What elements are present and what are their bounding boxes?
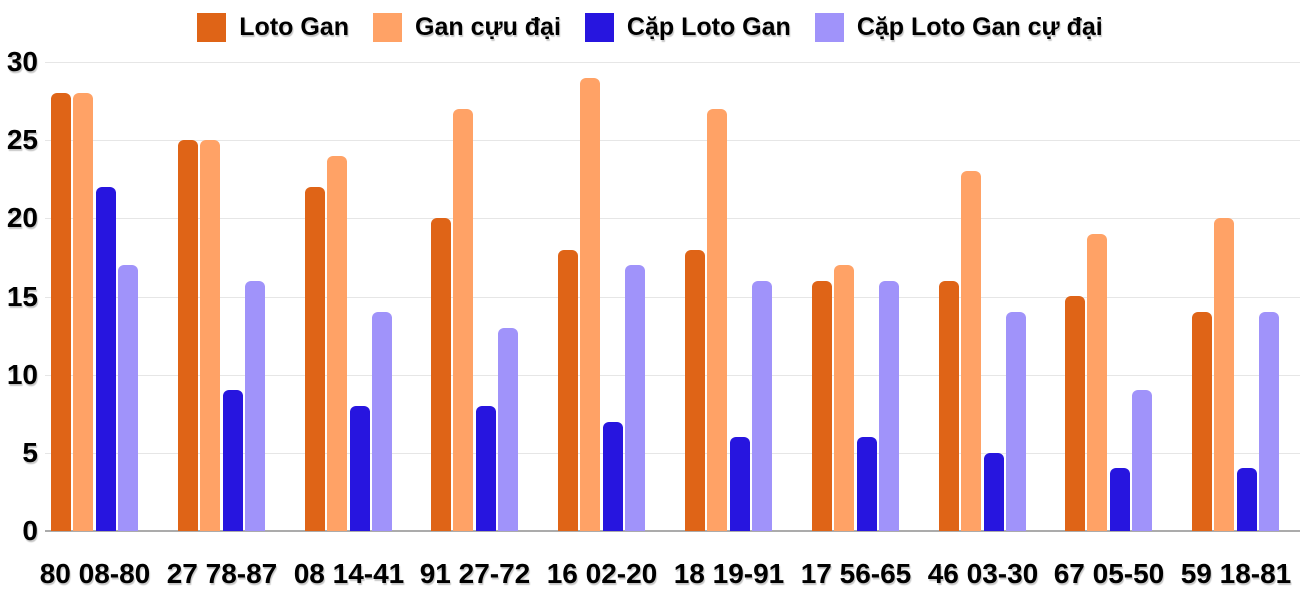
- legend-swatch-icon: [197, 12, 227, 42]
- bar-c-p-loto-gan-group-5[interactable]: [730, 437, 750, 531]
- bar-loto-gan-group-7[interactable]: [939, 281, 959, 531]
- y-tick-label: 5: [22, 436, 38, 468]
- legend-item-series-1[interactable]: Gan cựu đại: [373, 12, 561, 42]
- bar-c-p-loto-gan-c-i-group-7[interactable]: [1006, 312, 1026, 531]
- bar-c-p-loto-gan-c-i-group-0[interactable]: [118, 265, 138, 531]
- bar-c-p-loto-gan-group-0[interactable]: [96, 187, 116, 531]
- bar-gan-c-u-i-group-1[interactable]: [200, 140, 220, 531]
- gridline: [45, 374, 1300, 376]
- legend-item-series-2[interactable]: Cặp Loto Gan: [584, 12, 791, 42]
- bar-gan-c-u-i-group-0[interactable]: [73, 93, 93, 531]
- x-axis: 80 08-80 27 78-87 08 14-41 91 27-72 16 02-20…: [0, 558, 1300, 600]
- bar-gan-c-u-i-group-2[interactable]: [327, 156, 347, 531]
- x-tick-label: 17 56-65: [800, 558, 912, 589]
- y-tick-label: 30: [6, 46, 38, 77]
- bar-loto-gan-group-0[interactable]: [51, 93, 71, 531]
- bar-c-p-loto-gan-group-9[interactable]: [1237, 468, 1257, 531]
- bar-c-p-loto-gan-c-i-group-8[interactable]: [1132, 390, 1152, 531]
- y-tick-label: 0: [22, 515, 38, 547]
- bar-gan-c-u-i-group-5[interactable]: [707, 109, 727, 531]
- bar-gan-c-u-i-group-4[interactable]: [580, 78, 600, 531]
- x-tick-label: 18 19-91: [673, 558, 785, 589]
- gridline: [45, 296, 1300, 298]
- legend-item-series-3[interactable]: Cặp Loto Gan cự đại: [814, 12, 1103, 42]
- bar-loto-gan-group-8[interactable]: [1065, 296, 1085, 531]
- x-tick-label: 67 05-50: [1053, 558, 1165, 589]
- gridline: [45, 62, 1300, 63]
- bar-gan-c-u-i-group-6[interactable]: [834, 265, 854, 531]
- bar-c-p-loto-gan-group-3[interactable]: [476, 406, 496, 531]
- y-axis: 30 25 20 15 10 5 0: [0, 0, 38, 600]
- x-axis-baseline: [45, 530, 1300, 532]
- y-tick-label: 15: [6, 280, 38, 312]
- legend-label: Loto Gan: [239, 12, 349, 41]
- bar-gan-c-u-i-group-3[interactable]: [453, 109, 473, 531]
- bar-c-p-loto-gan-group-1[interactable]: [223, 390, 243, 531]
- legend-label: Cặp Loto Gan cự đại: [856, 12, 1103, 41]
- x-tick-label: 46 03-30: [927, 558, 1039, 589]
- bar-loto-gan-group-2[interactable]: [305, 187, 325, 531]
- x-tick-label: 59 18-81: [1180, 558, 1292, 589]
- x-tick-label: 16 02-20: [546, 558, 658, 589]
- x-tick-label: 27 78-87: [166, 558, 278, 589]
- bar-gan-c-u-i-group-9[interactable]: [1214, 218, 1234, 531]
- y-tick-label: 20: [6, 202, 38, 234]
- bar-c-p-loto-gan-c-i-group-1[interactable]: [245, 281, 265, 531]
- bar-c-p-loto-gan-c-i-group-4[interactable]: [625, 265, 645, 531]
- bar-c-p-loto-gan-c-i-group-3[interactable]: [498, 328, 518, 531]
- bar-c-p-loto-gan-group-6[interactable]: [857, 437, 877, 531]
- plot-area: [45, 62, 1300, 532]
- bar-c-p-loto-gan-c-i-group-6[interactable]: [879, 281, 899, 531]
- bar-loto-gan-group-5[interactable]: [685, 250, 705, 531]
- bar-loto-gan-group-9[interactable]: [1192, 312, 1212, 531]
- legend-swatch-icon: [373, 12, 402, 42]
- bar-loto-gan-group-1[interactable]: [178, 140, 198, 531]
- gridline: [45, 140, 1300, 142]
- bar-c-p-loto-gan-c-i-group-9[interactable]: [1259, 312, 1279, 531]
- x-tick-label: 80 08-80: [39, 558, 151, 589]
- legend-item-series-0[interactable]: Loto Gan: [197, 12, 349, 42]
- y-tick-label: 25: [6, 124, 38, 156]
- bar-gan-c-u-i-group-7[interactable]: [961, 171, 981, 531]
- bar-loto-gan-group-3[interactable]: [431, 218, 451, 531]
- legend-label: Gan cựu đại: [415, 12, 561, 41]
- x-tick-label: 91 27-72: [419, 558, 531, 589]
- bar-c-p-loto-gan-group-4[interactable]: [603, 422, 623, 531]
- legend-swatch-icon: [584, 12, 614, 42]
- legend-swatch-icon: [814, 12, 844, 42]
- legend-label: Cặp Loto Gan: [626, 12, 791, 41]
- x-tick-label: 08 14-41: [293, 558, 405, 589]
- bar-c-p-loto-gan-group-2[interactable]: [350, 406, 370, 531]
- y-tick-label: 10: [6, 358, 38, 390]
- bar-loto-gan-group-4[interactable]: [558, 250, 578, 531]
- bar-gan-c-u-i-group-8[interactable]: [1087, 234, 1107, 531]
- bar-c-p-loto-gan-c-i-group-2[interactable]: [372, 312, 392, 531]
- bar-c-p-loto-gan-c-i-group-5[interactable]: [752, 281, 772, 531]
- bar-c-p-loto-gan-group-7[interactable]: [984, 453, 1004, 531]
- gridline: [45, 218, 1300, 220]
- chart-legend: Loto Gan Gan cựu đại Cặp Loto Gan Cặp Loto …: [0, 6, 1300, 48]
- bar-loto-gan-group-6[interactable]: [812, 281, 832, 531]
- gridline: [45, 452, 1300, 454]
- bar-c-p-loto-gan-group-8[interactable]: [1110, 468, 1130, 531]
